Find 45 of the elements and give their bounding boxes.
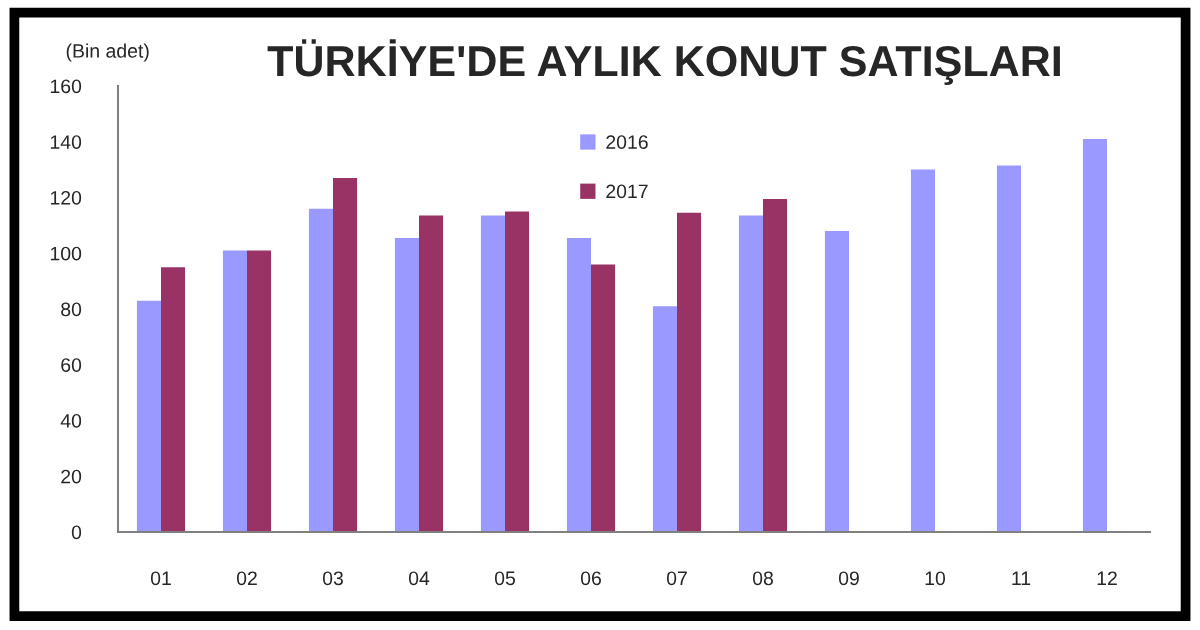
bar xyxy=(419,215,444,532)
bar xyxy=(824,230,849,532)
bar xyxy=(763,198,788,532)
y-axis-title: (Bin adet) xyxy=(66,43,149,62)
x-tick-label: 07 xyxy=(666,571,687,586)
bar xyxy=(222,250,247,532)
bar xyxy=(394,237,419,532)
bar xyxy=(738,215,763,532)
bar xyxy=(136,300,161,532)
bar xyxy=(333,177,358,532)
y-tick-label: 80 xyxy=(61,302,82,317)
legend-label: 2016 xyxy=(606,135,648,149)
y-tick-label: 20 xyxy=(61,469,82,484)
x-tick-label: 06 xyxy=(580,571,601,586)
bar xyxy=(910,169,935,532)
bar xyxy=(1082,138,1107,532)
y-tick-label: 100 xyxy=(50,246,82,261)
y-tick-label: 40 xyxy=(60,413,82,428)
x-tick-label: 05 xyxy=(494,571,515,586)
bar xyxy=(677,212,702,532)
bar xyxy=(247,250,272,532)
bar xyxy=(480,215,505,532)
bar xyxy=(996,165,1021,532)
x-tick-label: 11 xyxy=(1012,571,1031,585)
y-tick-label: 60 xyxy=(61,358,82,372)
x-tick-label: 10 xyxy=(925,571,946,586)
chart-title: TÜRKİYE'DE AYLIK KONUT SATIŞLARI xyxy=(267,39,1060,85)
y-tick-label: 140 xyxy=(50,135,82,149)
x-tick-label: 04 xyxy=(408,571,430,586)
legend-label: 2017 xyxy=(606,184,648,199)
bar xyxy=(591,264,616,532)
x-tick-label: 12 xyxy=(1097,571,1117,585)
x-tick-label: 09 xyxy=(838,571,859,586)
y-tick-label: 120 xyxy=(50,190,82,205)
x-tick-label: 01 xyxy=(150,571,171,586)
y-tick-label: 160 xyxy=(50,79,82,94)
x-tick-label: 03 xyxy=(322,571,343,586)
y-tick-label: 0 xyxy=(71,525,82,540)
bar xyxy=(505,211,530,532)
bar xyxy=(652,306,677,532)
x-tick-label: 02 xyxy=(236,571,257,586)
x-tick-label: 08 xyxy=(752,571,773,586)
bar xyxy=(161,267,186,532)
bar xyxy=(566,237,591,532)
bar xyxy=(308,208,333,532)
